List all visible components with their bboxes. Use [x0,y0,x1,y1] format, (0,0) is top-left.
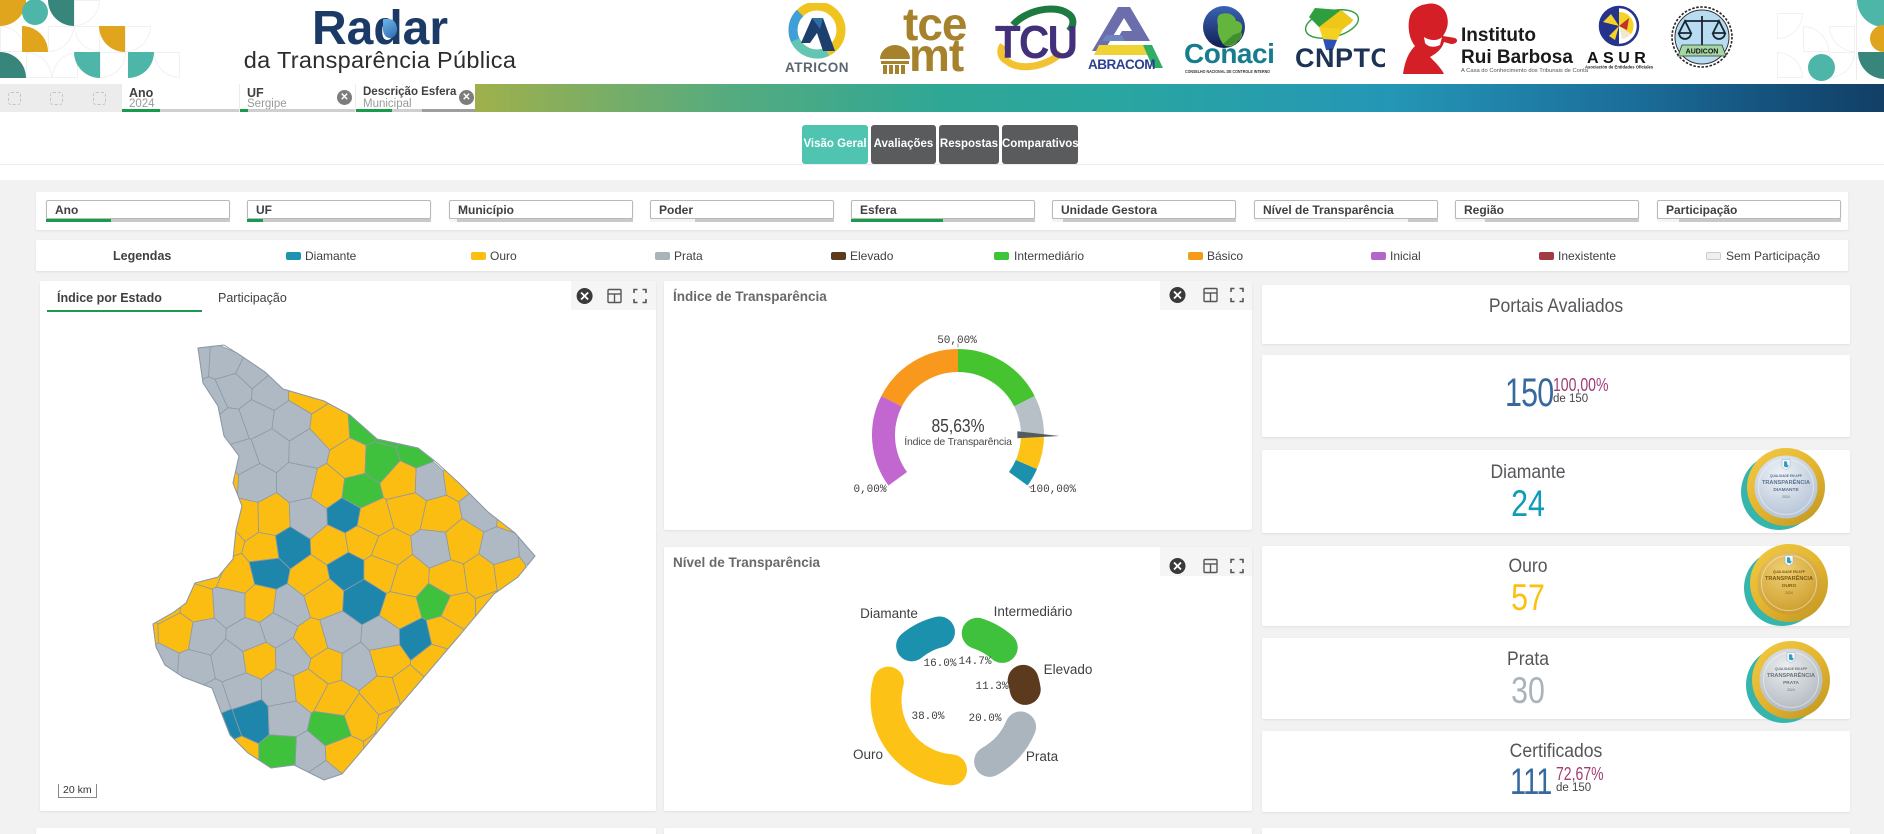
svg-text:Rui Barbosa: Rui Barbosa [1461,47,1573,68]
svg-text:QUALIDADE EM APP: QUALIDADE EM APP [1773,570,1806,574]
svg-text:ASUR: ASUR [1587,50,1650,67]
svg-text:QUALIDADE EM APP: QUALIDADE EM APP [1775,667,1808,671]
svg-text:A Casa do Conhecimento dos Tri: A Casa do Conhecimento dos Tribunais de … [1461,68,1588,74]
svg-text:DIAMANTE: DIAMANTE [1773,487,1799,493]
svg-text:tce: tce [903,2,967,50]
svg-text:QUALIDADE EM APP: QUALIDADE EM APP [1770,474,1803,478]
svg-text:ATRICON: ATRICON [785,60,849,75]
svg-text:TRANSPARÊNCIA: TRANSPARÊNCIA [1762,478,1810,486]
svg-text:TCU: TCU [995,17,1076,68]
svg-text:2024: 2024 [1785,591,1793,595]
svg-text:2024: 2024 [1787,688,1795,692]
svg-text:PRATA: PRATA [1783,680,1799,686]
svg-text:Instituto: Instituto [1461,25,1536,46]
svg-text:TRANSPARÊNCIA: TRANSPARÊNCIA [1767,671,1815,679]
svg-text:mt: mt [909,29,964,76]
svg-text:OURO: OURO [1782,583,1797,589]
svg-text:de Control Público del Mercosu: de Control Público del Mercosur [1585,70,1650,71]
svg-text:ABRACOM: ABRACOM [1088,57,1155,72]
svg-text:Asociación de Entidades Oficia: Asociación de Entidades Oficiales [1585,65,1654,70]
svg-text:2024: 2024 [1782,495,1790,499]
svg-text:Conaci: Conaci [1184,38,1274,69]
svg-text:CONSELHO NACIONAL DE CONTROLE: CONSELHO NACIONAL DE CONTROLE INTERNO [1185,69,1270,74]
svg-text:TRANSPARÊNCIA: TRANSPARÊNCIA [1765,574,1813,582]
svg-text:AUDICON: AUDICON [1686,49,1719,56]
svg-text:CNPTC: CNPTC [1295,43,1385,73]
